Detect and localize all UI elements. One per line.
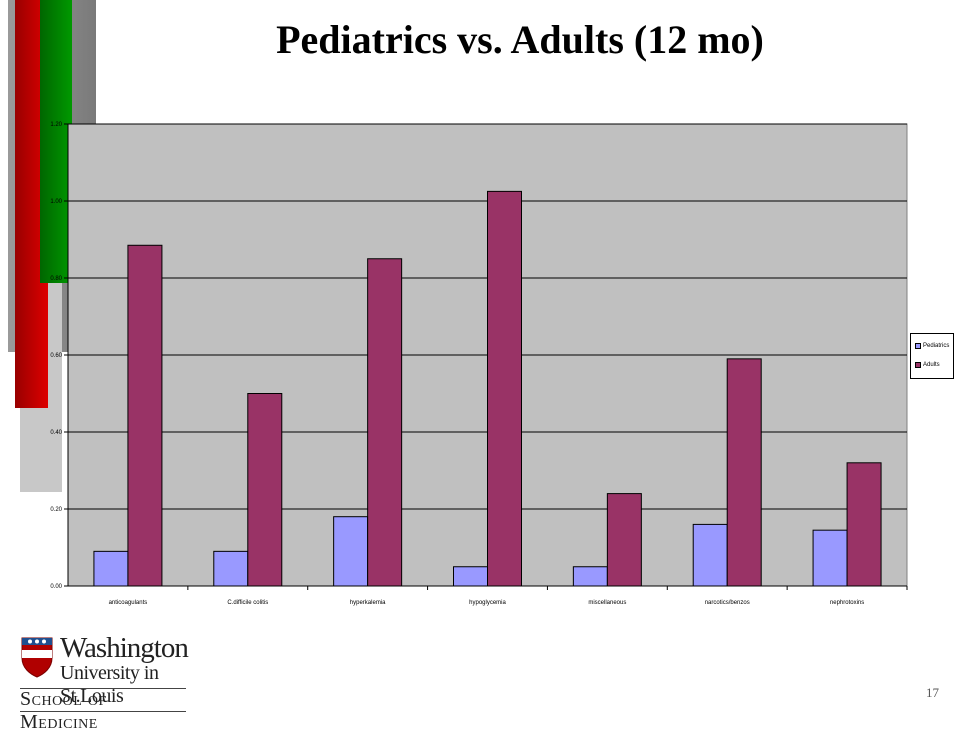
x-tick-label: narcotics/benzos (705, 600, 750, 606)
legend-swatch-pediatrics (915, 343, 921, 349)
bar-adults-0 (127, 244, 163, 587)
bar-adults-4 (606, 493, 642, 587)
x-tick-label: nephrotoxins (830, 600, 864, 606)
bar-adults-5 (726, 358, 762, 587)
logo-divider-bottom (20, 711, 186, 712)
legend-label-adults: Adults (923, 362, 940, 368)
bar-adults-2 (367, 258, 403, 587)
legend-swatch-adults (915, 362, 921, 368)
logo-line-washington: Washington (60, 632, 189, 664)
bar-adults-3 (487, 190, 522, 587)
x-tick-label: hypoglycemia (469, 600, 506, 606)
bar-pediatrics-1 (213, 550, 249, 587)
y-tick-label: 1.20 (50, 122, 62, 128)
university-logo: Washington University in St.Louis School… (16, 632, 189, 733)
bar-pediatrics-0 (93, 550, 129, 587)
x-tick-label: C.difficile colitis (227, 600, 268, 606)
bar-pediatrics-6 (812, 529, 848, 587)
page-number: 17 (926, 685, 939, 700)
x-tick-label: miscellaneous (588, 600, 626, 606)
y-tick-label: 0.20 (50, 507, 62, 513)
chart-legend: Pediatrics Adults (910, 333, 954, 379)
accent-bar-green (40, 0, 72, 283)
crest-icon (21, 637, 53, 678)
x-tick-label: hyperkalemia (350, 600, 386, 606)
bar-adults-1 (247, 393, 283, 587)
legend-entry-adults: Adults (915, 362, 940, 368)
logo-divider (20, 688, 186, 689)
bar-pediatrics-2 (333, 516, 369, 587)
legend-entry-pediatrics: Pediatrics (915, 343, 949, 349)
bar-pediatrics-5 (692, 523, 728, 587)
legend-label-pediatrics: Pediatrics (923, 343, 950, 349)
logo-line-university: University in St.Louis (60, 662, 159, 707)
slide-title: Pediatrics vs. Adults (12 mo) (276, 17, 764, 62)
y-tick-label: 0.00 (50, 584, 62, 590)
y-tick-label: 0.60 (50, 353, 62, 359)
y-tick-label: 0.80 (50, 276, 62, 282)
bar-adults-6 (846, 462, 882, 587)
bar-pediatrics-4 (572, 566, 608, 587)
x-tick-label: anticoagulants (109, 600, 148, 606)
y-tick-label: 1.00 (50, 199, 62, 205)
y-tick-label: 0.40 (50, 430, 62, 436)
bar-pediatrics-3 (453, 566, 488, 587)
